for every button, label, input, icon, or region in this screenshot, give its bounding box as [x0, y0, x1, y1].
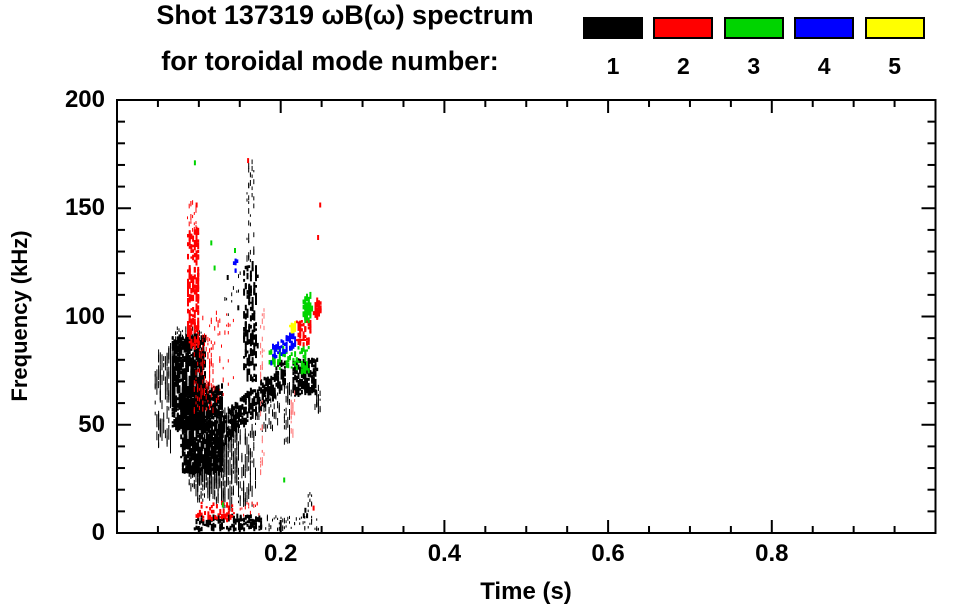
plot-title-line2: for toroidal mode number:: [161, 46, 499, 76]
series-mode-1: [154, 159, 321, 532]
y-tick-label: 0: [91, 519, 105, 546]
y-tick-label: 150: [64, 194, 105, 222]
axis-ticks: [117, 99, 936, 534]
legend-label-mode-5: 5: [888, 53, 901, 79]
y-tick-label: 50: [78, 410, 105, 438]
series-mode-2: [187, 158, 322, 523]
legend-label-mode-2: 2: [676, 53, 690, 79]
x-tick-label: 0.4: [427, 540, 462, 567]
x-axis-title: Time (s): [480, 578, 572, 605]
x-tick-label: 0.6: [591, 540, 625, 567]
series-mode-5: [289, 321, 297, 334]
legend-label-mode-1: 1: [606, 53, 620, 79]
legend-swatch-mode-2: [653, 17, 714, 39]
scatter-points: [154, 158, 322, 532]
x-tick-label: 0.8: [755, 540, 789, 567]
legend-swatch-mode-4: [794, 17, 855, 39]
x-tick-label: 0.2: [264, 540, 298, 567]
legend-label-mode-3: 3: [747, 53, 761, 79]
plot-title-line1: Shot 137319 ωB(ω) spectrum: [156, 0, 534, 30]
legend-swatch-mode-5: [864, 17, 925, 39]
series-mode-4: [232, 258, 297, 366]
y-tick-label: 200: [64, 86, 105, 113]
legend-label-mode-4: 4: [817, 53, 831, 79]
legend-swatch-mode-1: [583, 17, 643, 39]
y-tick-label: 100: [64, 302, 105, 330]
legend-swatch-mode-3: [723, 17, 784, 39]
plot-frame: [116, 99, 937, 534]
